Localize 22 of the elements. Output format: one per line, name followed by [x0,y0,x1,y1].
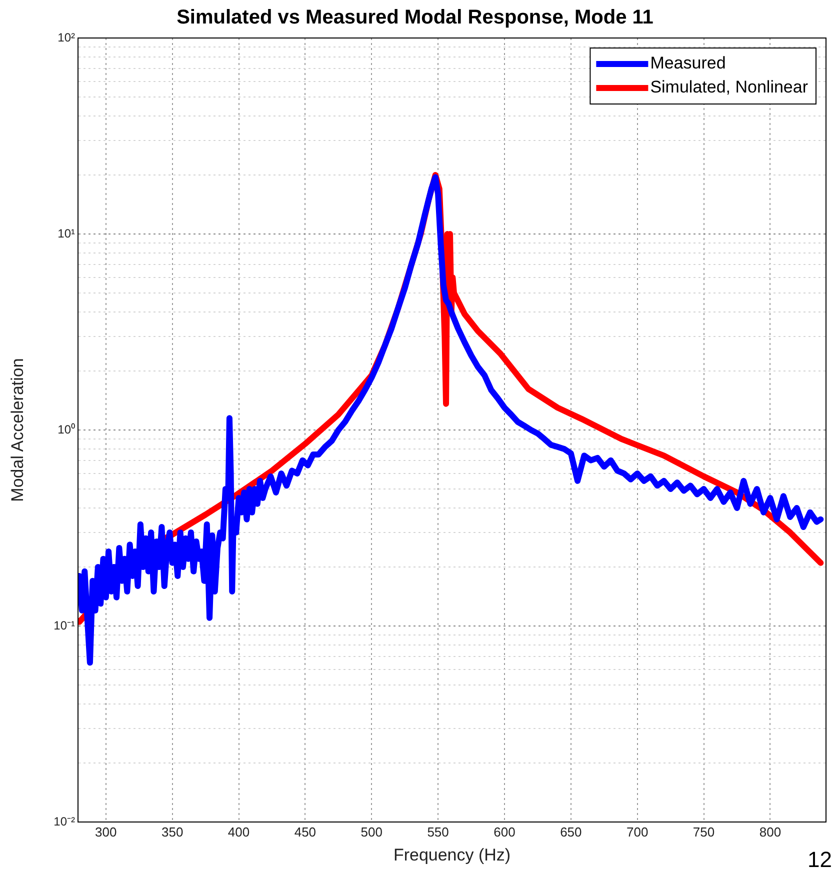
y-tick-label: 10¹ [58,226,76,240]
x-tick-label: 750 [692,824,715,840]
x-tick-label: 300 [95,824,117,840]
y-tick-label: 10² [58,30,76,44]
x-tick-label: 600 [494,824,516,840]
x-tick-label: 450 [294,824,316,840]
x-tick-label: 350 [161,824,184,840]
x-tick-label: 650 [560,824,582,840]
y-tick-label: 10⁻¹ [54,618,76,632]
x-tick-label: 400 [228,824,250,840]
legend-label: Measured [650,54,726,73]
x-tick-label: 550 [427,824,449,840]
x-tick-label: 800 [759,824,782,840]
legend-label: Simulated, Nonlinear [650,78,808,97]
y-tick-label: 10⁰ [58,422,75,436]
x-tick-label: 500 [360,824,382,840]
x-tick-label: 700 [626,824,648,840]
x-axis-title: Frequency (Hz) [393,845,511,864]
y-axis-title: Modal Acceleration [8,358,27,502]
chart-title: Simulated vs Measured Modal Response, Mode 11 [176,6,654,29]
y-tick-label: 10⁻² [54,814,76,828]
text: 12 [808,847,832,872]
